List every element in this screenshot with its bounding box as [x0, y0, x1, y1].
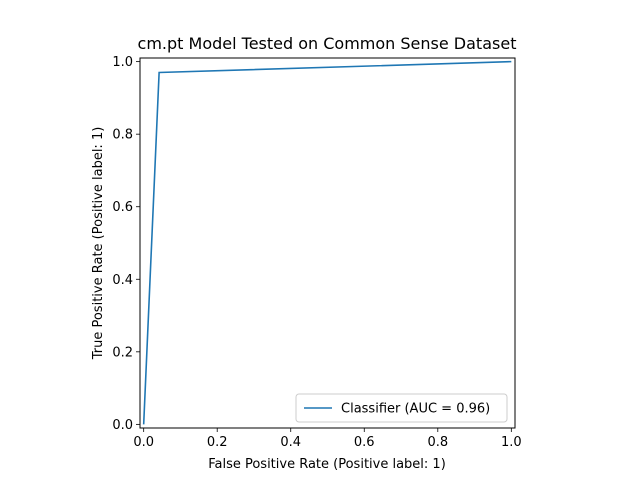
chart-title: cm.pt Model Tested on Common Sense Datas… [138, 34, 517, 53]
x-axis-label: False Positive Rate (Positive label: 1) [208, 457, 446, 472]
series-line-classifier [142, 60, 512, 425]
x-axis-ticks: 0.0 0.2 0.4 0.6 0.8 1.0 [133, 428, 522, 450]
y-tick-label: 0.2 [112, 345, 133, 360]
series-layer [142, 60, 512, 425]
legend-box [295, 393, 508, 423]
legend: Classifier (AUC = 0.96) [295, 393, 508, 423]
y-tick-label: 0.6 [112, 200, 133, 215]
y-axis-ticks: 0.0 0.2 0.4 0.6 0.8 1.0 [112, 55, 140, 433]
x-tick-label: 0.8 [427, 435, 448, 450]
y-tick-label: 0.0 [112, 418, 133, 433]
axes-frame [139, 57, 516, 429]
x-tick-label: 0.4 [280, 435, 301, 450]
legend-label-classifier: Classifier (AUC = 0.96) [341, 402, 490, 417]
plot-area [139, 57, 516, 429]
y-tick-label: 0.8 [112, 128, 133, 143]
y-tick-label: 1.0 [112, 55, 133, 70]
y-axis-label: True Positive Rate (Positive label: 1) [91, 127, 106, 361]
x-tick-label: 1.0 [501, 435, 522, 450]
y-tick-label: 0.4 [112, 273, 133, 288]
x-tick-label: 0.2 [207, 435, 228, 450]
x-tick-label: 0.6 [354, 435, 375, 450]
x-tick-label: 0.0 [133, 435, 154, 450]
